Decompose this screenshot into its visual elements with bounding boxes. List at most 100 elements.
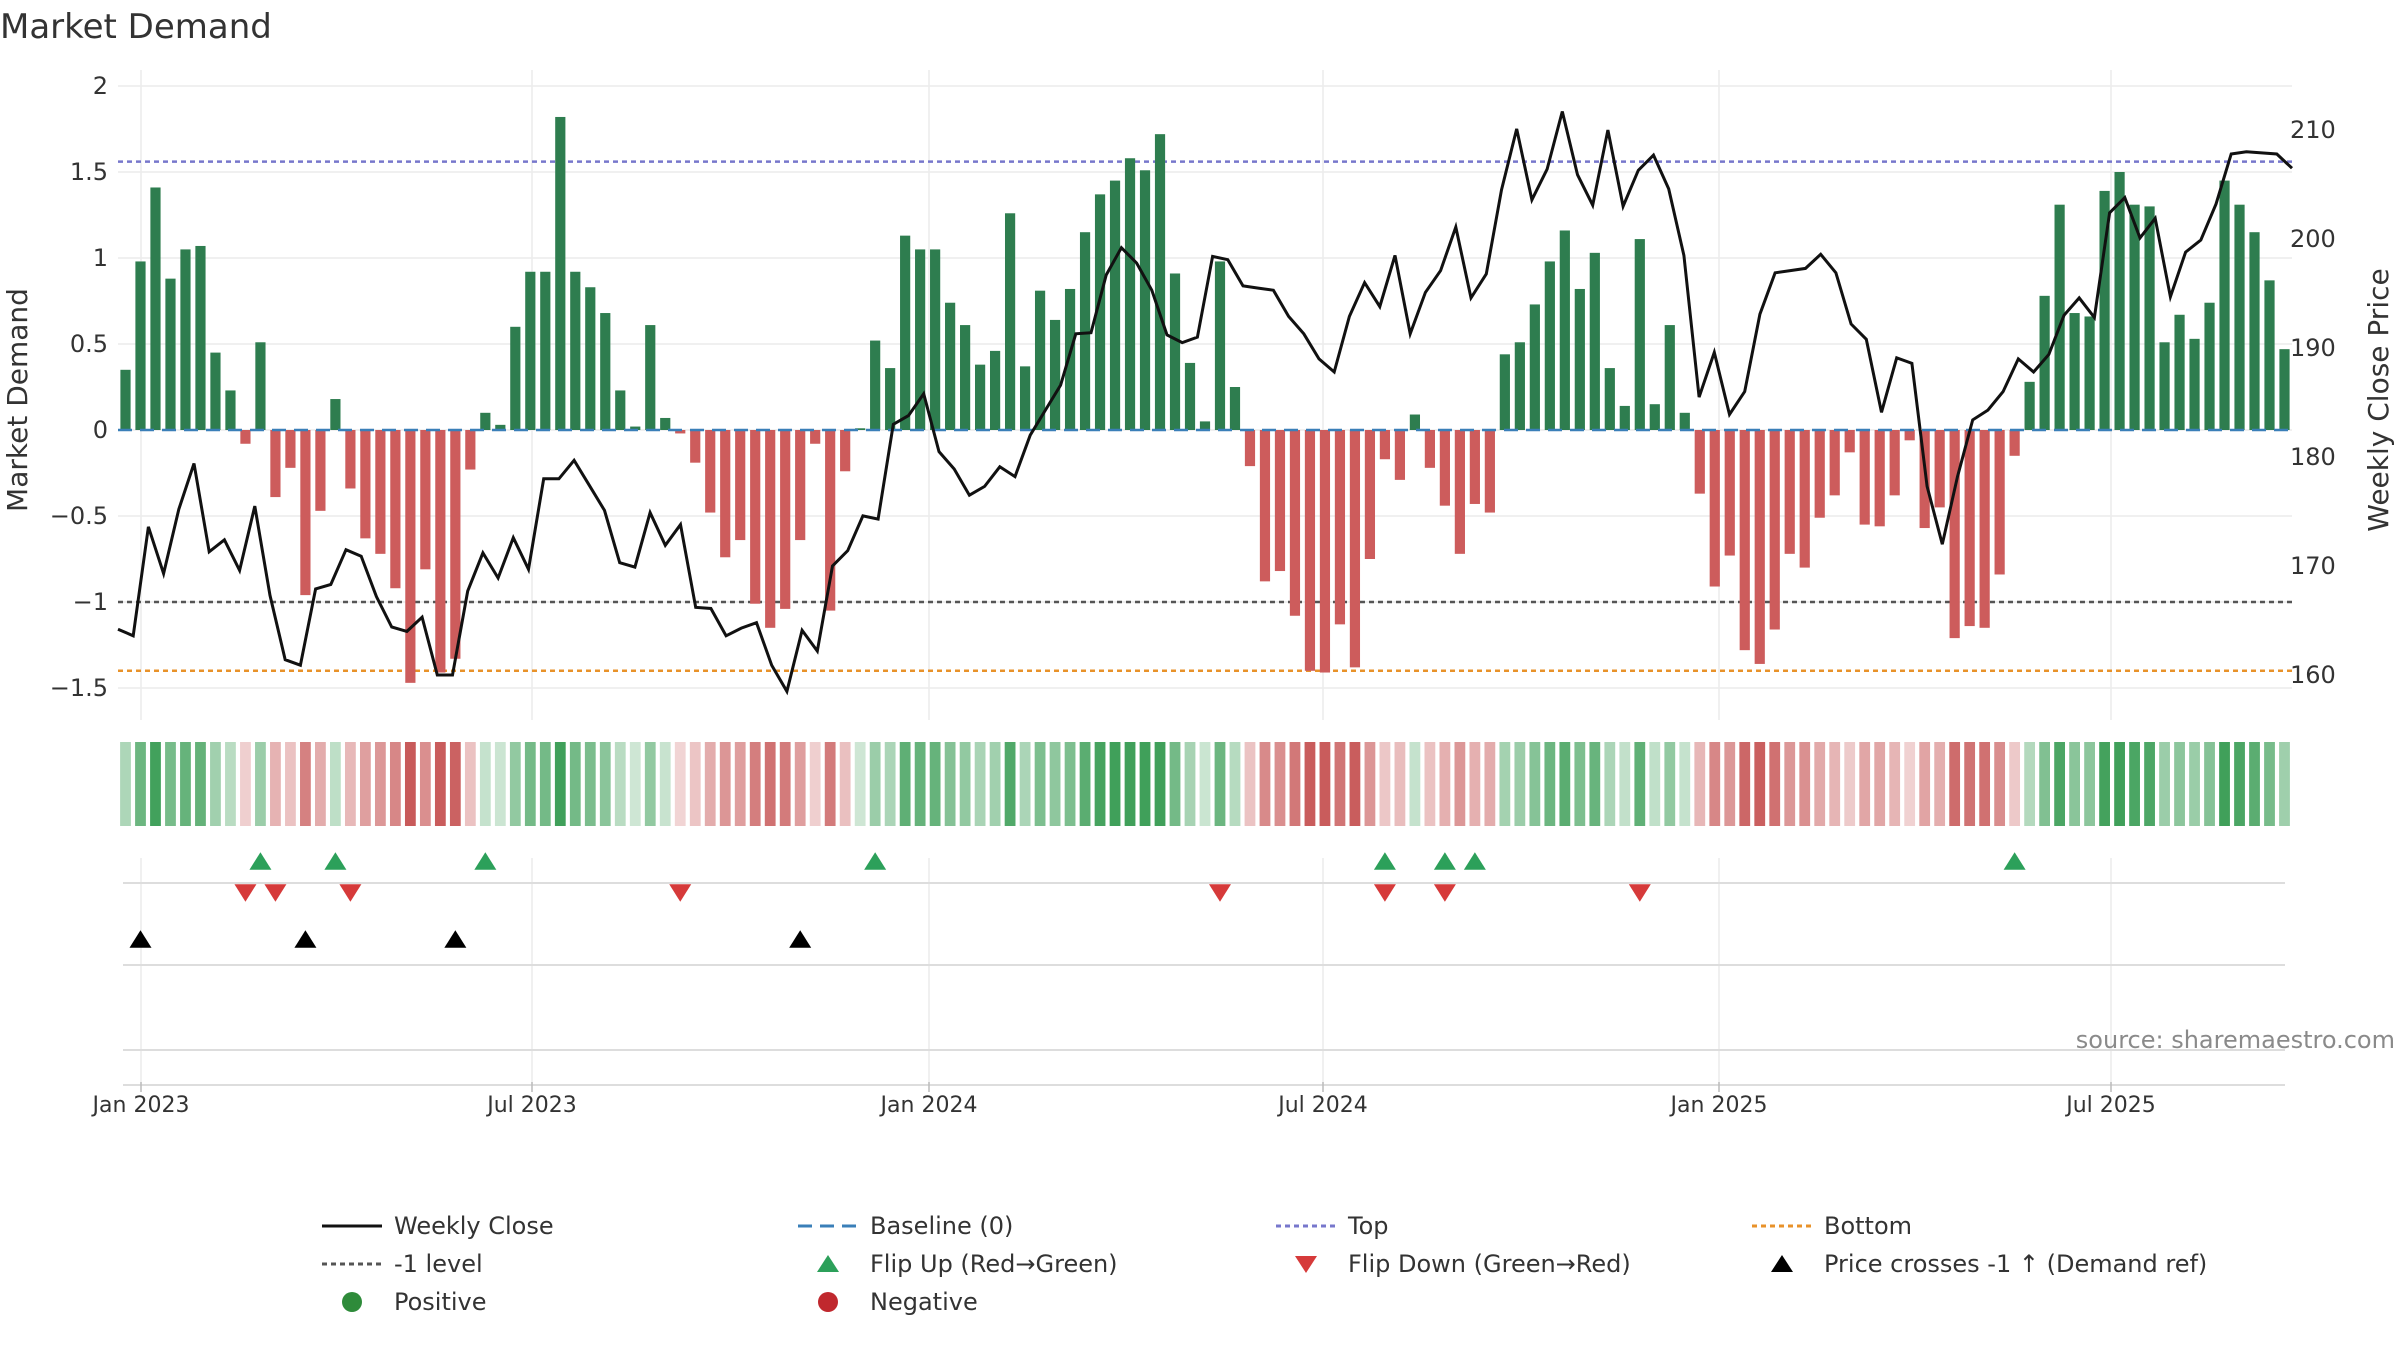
heat-cell: [1724, 742, 1736, 826]
heat-cell: [2264, 742, 2275, 826]
heat-cell: [1874, 742, 1886, 826]
heat-cell: [2069, 742, 2080, 826]
heat-cell: [1814, 742, 1826, 826]
heat-cell: [1274, 742, 1286, 826]
heat-cell: [344, 742, 356, 826]
demand-bar: [1289, 430, 1301, 616]
x-tick-label: Jan 2024: [879, 1093, 978, 1118]
flip-marker-down: [1433, 884, 1456, 902]
heat-cell: [1979, 742, 1991, 826]
heat-cell: [1889, 742, 1901, 826]
heat-cell: [1469, 742, 1481, 826]
flip-marker-down: [1208, 884, 1231, 902]
y-tick-label: 1.5: [70, 158, 108, 186]
demand-bar: [1739, 430, 1750, 651]
price-cross-marker: [444, 930, 467, 948]
heat-cell: [2054, 742, 2066, 826]
demand-bar: [2159, 342, 2170, 430]
heat-cell: [180, 742, 191, 826]
demand-bar: [210, 352, 221, 430]
demand-bar: [795, 430, 806, 541]
heat-cell: [1589, 742, 1601, 826]
heat-cell: [2279, 742, 2290, 826]
heat-cell: [824, 742, 836, 826]
demand-bar: [2069, 313, 2080, 430]
demand-bar: [1544, 261, 1555, 430]
heat-cell: [2219, 742, 2230, 826]
demand-bar: [435, 430, 446, 673]
legend: Weekly Close Baseline (0) Top Bottom -1 leve…: [322, 1212, 2207, 1316]
demand-bar: [450, 430, 461, 659]
demand-bar: [1784, 430, 1795, 554]
demand-bar: [1814, 430, 1825, 518]
demand-bar: [315, 430, 326, 511]
heat-cell: [1319, 742, 1331, 826]
heat-cell: [614, 742, 626, 826]
heat-cell: [2249, 742, 2260, 826]
x-tick-label: Jul 2025: [2064, 1093, 2156, 1118]
demand-bar: [660, 417, 671, 430]
heat-cell: [1154, 742, 1166, 826]
demand-bar: [780, 430, 791, 609]
heat-cell: [2174, 742, 2185, 826]
source-note: source: sharemaestro.com: [2076, 1026, 2395, 1054]
y2-tick-label: 200: [2290, 225, 2336, 253]
demand-bar: [885, 368, 896, 430]
demand-bar: [1769, 430, 1780, 630]
demand-bar: [930, 249, 941, 430]
y-tick-label: −0.5: [50, 502, 108, 530]
demand-bar: [900, 235, 911, 430]
y2-axis-label: Weekly Close Price: [2362, 268, 2395, 531]
demand-bar: [735, 430, 746, 541]
legend-label: Flip Down (Green→Red): [1348, 1250, 1631, 1278]
legend-item: Flip Up (Red→Green): [817, 1250, 1118, 1278]
heat-cell: [1244, 742, 1256, 826]
demand-bar: [2234, 204, 2245, 430]
legend-swatch-dot: [818, 1292, 838, 1312]
flip-marker-down: [339, 884, 362, 902]
demand-bar: [255, 342, 266, 430]
heat-cell: [1649, 742, 1661, 826]
demand-bar: [1874, 430, 1885, 527]
demand-bar: [1079, 232, 1091, 430]
demand-bar: [1574, 288, 1585, 430]
y2-tick-label: 210: [2290, 116, 2336, 144]
heat-cell: [1949, 742, 1961, 826]
demand-bar: [1244, 430, 1256, 467]
heat-cell: [764, 742, 776, 826]
demand-bar: [135, 261, 146, 430]
demand-bar: [750, 430, 761, 604]
demand-bar: [510, 326, 521, 430]
heat-cell: [1034, 742, 1046, 826]
demand-bar: [705, 430, 716, 513]
legend-label: Bottom: [1824, 1212, 1912, 1240]
heat-cell: [794, 742, 806, 826]
heat-cell: [2024, 742, 2036, 826]
heat-cell: [120, 742, 131, 826]
demand-bar: [675, 430, 686, 434]
demand-bar: [1859, 430, 1870, 525]
demand-bar: [1604, 368, 1615, 430]
flip-marker-down: [1628, 884, 1651, 902]
heat-cell: [2204, 742, 2215, 826]
demand-bar: [1094, 194, 1106, 430]
y2-tick-label: 170: [2290, 552, 2336, 580]
heat-cell: [1859, 742, 1871, 826]
demand-bar: [2264, 280, 2275, 430]
y-axis-label: Market Demand: [1, 288, 34, 512]
heat-cell: [869, 742, 881, 826]
heat-cell: [1484, 742, 1496, 826]
heat-cell: [1559, 742, 1571, 826]
demand-bar: [2099, 190, 2110, 430]
y-tick-label: 0.5: [70, 330, 108, 358]
heat-cell: [315, 742, 326, 826]
heat-cell: [2189, 742, 2200, 826]
heat-cell: [1394, 742, 1406, 826]
demand-bar: [1454, 430, 1465, 554]
heat-cell: [2129, 742, 2140, 826]
flip-marker-down: [234, 884, 257, 902]
heat-cell: [644, 742, 656, 826]
demand-bar: [2279, 349, 2290, 430]
demand-bar: [1949, 430, 1960, 639]
legend-item: Top: [1276, 1212, 1389, 1240]
